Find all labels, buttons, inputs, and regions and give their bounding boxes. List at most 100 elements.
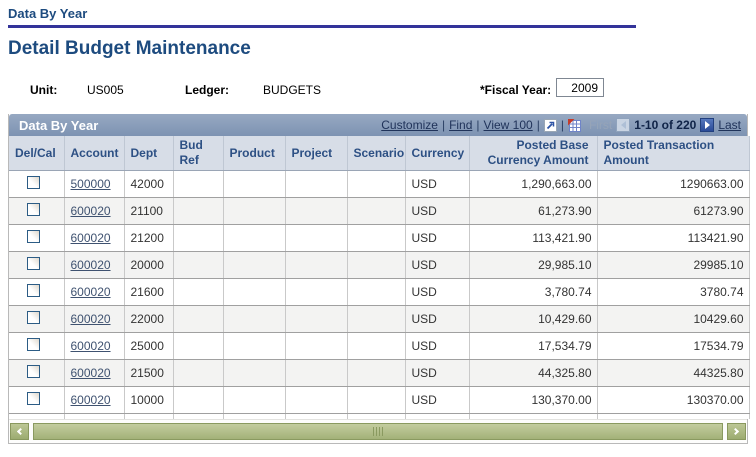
column-header-row: Del/Cal Account Dept Bud Ref Product Pro… [9, 136, 750, 171]
dept-cell: 21600 [124, 278, 174, 306]
project-cell [285, 278, 348, 306]
dept-cell: 25000 [124, 332, 174, 360]
horizontal-scrollbar[interactable] [9, 418, 747, 443]
left-triangle-icon [620, 121, 626, 129]
table-row: 600020 22000 USD 10,429.60 10429.60 [9, 305, 750, 333]
last-link[interactable]: Last [718, 118, 741, 132]
next-page-button[interactable] [700, 118, 715, 132]
account-link[interactable]: 500000 [70, 177, 111, 191]
posted-base-cell: 3,780.74 [469, 278, 598, 306]
scroll-left-button[interactable] [10, 422, 29, 440]
download-to-excel-icon[interactable] [567, 118, 581, 132]
delete-checkbox[interactable] [27, 176, 40, 189]
posted-transaction-cell: 61273.90 [597, 197, 750, 225]
del-cal-cell [9, 224, 65, 252]
col-header-posted-base: Posted Base Currency Amount [469, 136, 598, 171]
delete-checkbox[interactable] [27, 284, 40, 297]
product-cell [223, 197, 286, 225]
table-row: 600020 20000 USD 29,985.10 29985.10 [9, 251, 750, 279]
project-cell [285, 359, 348, 387]
account-link[interactable]: 600020 [70, 366, 111, 380]
account-link[interactable]: 600020 [70, 339, 111, 353]
grid-title: Data By Year [19, 117, 99, 133]
delete-checkbox[interactable] [27, 203, 40, 216]
col-header-del-cal: Del/Cal [9, 136, 65, 171]
account-link[interactable]: 600020 [70, 204, 111, 218]
product-cell [223, 278, 286, 306]
posted-transaction-cell: 1290663.00 [597, 170, 750, 198]
project-cell [285, 224, 348, 252]
separator: | [536, 118, 540, 132]
chevron-right-icon [731, 427, 740, 435]
posted-transaction-cell: 10429.60 [597, 305, 750, 333]
project-cell [285, 197, 348, 225]
currency-cell: USD [405, 278, 470, 306]
table-row: 600020 21600 USD 3,780.74 3780.74 [9, 278, 750, 306]
delete-checkbox[interactable] [27, 230, 40, 243]
zoom-popup-icon[interactable] [543, 118, 557, 132]
bud-ref-cell [173, 251, 224, 279]
fiscal-year-input[interactable] [556, 78, 604, 97]
previous-page-button[interactable] [616, 118, 631, 132]
posted-base-cell: 44,325.80 [469, 359, 598, 387]
separator: | [441, 118, 446, 132]
sliver-cell [64, 413, 125, 419]
delete-checkbox[interactable] [27, 392, 40, 405]
col-header-posted-transaction: Posted Transaction Amount [597, 136, 750, 171]
scrollbar-thumb[interactable] [33, 422, 723, 440]
project-cell [285, 170, 348, 198]
table-row: 600020 25000 USD 17,534.79 17534.79 [9, 332, 750, 360]
scenario-cell [347, 224, 406, 252]
scenario-cell [347, 251, 406, 279]
delete-checkbox[interactable] [27, 365, 40, 378]
account-link[interactable]: 600020 [70, 258, 111, 272]
grid-title-bar: Data By Year Customize | Find | View 100… [9, 114, 747, 136]
account-link[interactable]: 600020 [70, 393, 111, 407]
chevron-left-icon [16, 427, 25, 435]
delete-checkbox[interactable] [27, 311, 40, 324]
customize-link[interactable]: Customize [381, 118, 438, 132]
currency-cell: USD [405, 251, 470, 279]
find-link[interactable]: Find [449, 118, 473, 132]
posted-base-cell: 113,421.90 [469, 224, 598, 252]
delete-checkbox[interactable] [27, 257, 40, 270]
view-100-link[interactable]: View 100 [483, 118, 533, 132]
dept-cell: 20000 [124, 251, 174, 279]
scenario-cell [347, 197, 406, 225]
del-cal-cell [9, 197, 65, 225]
unit-label: Unit: [30, 83, 58, 97]
bud-ref-cell [173, 305, 224, 333]
account-cell: 600020 [64, 224, 125, 252]
delete-checkbox[interactable] [27, 338, 40, 351]
project-cell [285, 386, 348, 414]
product-cell [223, 386, 286, 414]
account-cell: 600020 [64, 332, 125, 360]
posted-transaction-cell: 17534.79 [597, 332, 750, 360]
account-link[interactable]: 600020 [70, 285, 111, 299]
dept-cell: 21100 [124, 197, 174, 225]
scroll-right-button[interactable] [727, 422, 746, 440]
col-header-account: Account [64, 136, 125, 171]
product-cell [223, 224, 286, 252]
scrollbar-track[interactable] [31, 422, 725, 440]
currency-cell: USD [405, 386, 470, 414]
key-fields-row: Unit: US005 Ledger: BUDGETS *Fiscal Year… [0, 78, 756, 100]
posted-transaction-cell: 113421.90 [597, 224, 750, 252]
currency-cell: USD [405, 359, 470, 387]
bud-ref-cell [173, 359, 224, 387]
product-cell [223, 305, 286, 333]
sliver-cell [469, 413, 598, 419]
partially-visible-row [9, 413, 750, 419]
account-link[interactable]: 600020 [70, 231, 111, 245]
table-row: 600020 21500 USD 44,325.80 44325.80 [9, 359, 750, 387]
data-grid-table: Del/Cal Account Dept Bud Ref Product Pro… [9, 136, 750, 419]
del-cal-cell [9, 278, 65, 306]
account-link[interactable]: 600020 [70, 312, 111, 326]
del-cal-cell [9, 170, 65, 198]
posted-transaction-cell: 3780.74 [597, 278, 750, 306]
sliver-cell [597, 413, 750, 419]
dept-cell: 10000 [124, 386, 174, 414]
sliver-cell [405, 413, 470, 419]
col-header-dept: Dept [124, 136, 174, 171]
header-divider [8, 25, 636, 28]
